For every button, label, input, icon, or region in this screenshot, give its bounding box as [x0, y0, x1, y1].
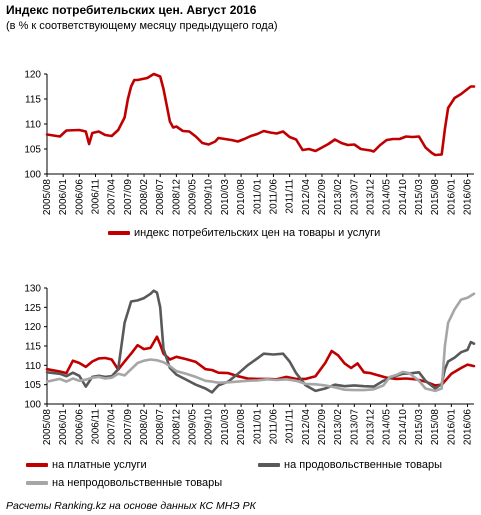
x-tick-label: 2012/04 [301, 179, 312, 216]
x-tick-label: 2010/03 [220, 179, 231, 216]
legend-swatch-food [258, 463, 280, 467]
x-tick-label: 2006/11 [91, 409, 102, 445]
x-tick-label: 2016/06 [463, 409, 474, 446]
x-tick-label: 2009/05 [188, 409, 199, 446]
y-tick-label: 120 [24, 70, 41, 81]
x-tick-label: 2008/07 [155, 409, 166, 446]
x-tick-label: 2013/02 [333, 409, 344, 446]
x-tick-label: 2012/04 [301, 409, 312, 446]
x-tick-label: 2010/08 [236, 179, 247, 216]
series-0-points [46, 336, 475, 386]
x-tick-label: 2011/01 [252, 409, 263, 445]
x-tick-label: 2015/08 [430, 409, 441, 446]
legend-cpi-total: индекс потребительских цен на товары и у… [108, 227, 380, 239]
x-tick-label: 2008/07 [155, 179, 166, 216]
legend-label-cpi-total: индекс потребительских цен на товары и у… [134, 227, 381, 239]
y-tick-label: 100 [24, 400, 41, 411]
x-tick-label: 2012/09 [317, 179, 328, 216]
legend-label-food: на продовольственные товары [284, 459, 442, 471]
x-tick-label: 2005/08 [42, 179, 53, 216]
x-tick-label: 2016/01 [446, 409, 457, 446]
chart-title: Индекс потребительских цен. Август 2016 [6, 3, 257, 17]
x-tick-label: 2008/12 [171, 179, 182, 216]
x-tick-label: 2006/11 [91, 179, 102, 215]
x-tick-label: 2010/08 [236, 409, 247, 446]
cpi-total-chart: 100 105 110 115 120 2005/08 2006/01 2006/06 2006… [24, 70, 476, 216]
y-tick-label: 105 [24, 145, 41, 156]
y-tick-label: 110 [25, 361, 41, 372]
x-tick-label: 2007/04 [107, 179, 118, 216]
x-tick-label: 2011/06 [268, 409, 279, 445]
chart-subtitle: (в % к соответствующему месяцу предыдуще… [6, 20, 278, 32]
x-tick-label: 2014/10 [398, 409, 409, 446]
cpi-components-chart: 100 105 110 115 120 125 130 2005/08 2006/01 2006/… [24, 284, 476, 446]
x-tick-label: 2013/12 [365, 409, 376, 446]
legend-swatch-cpi-total [108, 231, 130, 235]
x-tick-label: 2008/12 [171, 409, 182, 446]
y-tick-label: 105 [24, 380, 41, 391]
y-tick-label: 115 [25, 342, 41, 353]
x-tick-label: 2005/08 [42, 409, 53, 446]
x-tick-label: 2015/03 [414, 179, 425, 216]
x-tick-label: 2011/06 [268, 179, 279, 215]
x-tick-label: 2009/05 [188, 179, 199, 216]
x-tick-label: 2013/12 [365, 179, 376, 216]
x-tick-label: 2013/02 [333, 179, 344, 216]
legend-swatch-services [26, 463, 48, 467]
y-tick-label: 120 [24, 322, 41, 333]
x-tick-label: 2016/01 [446, 179, 457, 216]
y-tick-label: 125 [24, 303, 41, 314]
x-tick-label: 2014/05 [382, 409, 393, 446]
x-tick-label: 2013/07 [349, 409, 360, 446]
x-tick-label: 2012/09 [317, 409, 328, 446]
x-tick-label: 2009/10 [204, 409, 215, 446]
legend-swatch-nonfood [26, 481, 48, 485]
series-2-points [46, 293, 475, 391]
y-tick-label: 110 [25, 120, 41, 131]
y-tick-label: 130 [24, 284, 41, 295]
x-tick-label: 2008/02 [139, 179, 150, 216]
x-tick-label: 2006/06 [74, 179, 85, 216]
x-tick-label: 2011/11 [285, 179, 296, 214]
x-tick-label: 2007/04 [107, 409, 118, 446]
x-tick-label: 2007/09 [123, 409, 134, 446]
x-tick-label: 2007/09 [123, 179, 134, 216]
x-tick-label: 2008/02 [139, 409, 150, 446]
x-tick-label: 2009/10 [204, 179, 215, 216]
legend-services: на платные услуги [26, 459, 147, 471]
series-1-points [46, 290, 475, 393]
x-tick-label: 2006/01 [58, 179, 69, 216]
source-note: Расчеты Ranking.kz на основе данных КС М… [6, 500, 256, 512]
x-tick-label: 2015/08 [430, 179, 441, 216]
legend-nonfood: на непродовольственные товары [26, 477, 222, 489]
x-tick-label: 2015/03 [414, 409, 425, 446]
x-tick-label: 2014/05 [382, 179, 393, 216]
x-tick-label: 2016/06 [463, 179, 474, 216]
series-0-line [45, 335, 476, 387]
legend-label-services: на платные услуги [52, 459, 147, 471]
x-tick-label: 2013/07 [349, 179, 360, 216]
legend-label-nonfood: на непродовольственные товары [52, 477, 223, 489]
legend-food: на продовольственные товары [258, 459, 442, 471]
x-tick-label: 2011/11 [285, 409, 296, 444]
x-tick-label: 2006/06 [74, 409, 85, 446]
series-0-points [46, 73, 475, 156]
x-tick-label: 2014/10 [398, 179, 409, 216]
x-tick-label: 2010/03 [220, 409, 231, 446]
series-2-line [45, 292, 476, 393]
x-tick-label: 2006/01 [58, 409, 69, 446]
series-0-line [45, 72, 476, 157]
y-tick-label: 115 [25, 95, 41, 106]
x-tick-label: 2011/01 [252, 179, 263, 215]
y-tick-label: 100 [24, 170, 41, 181]
